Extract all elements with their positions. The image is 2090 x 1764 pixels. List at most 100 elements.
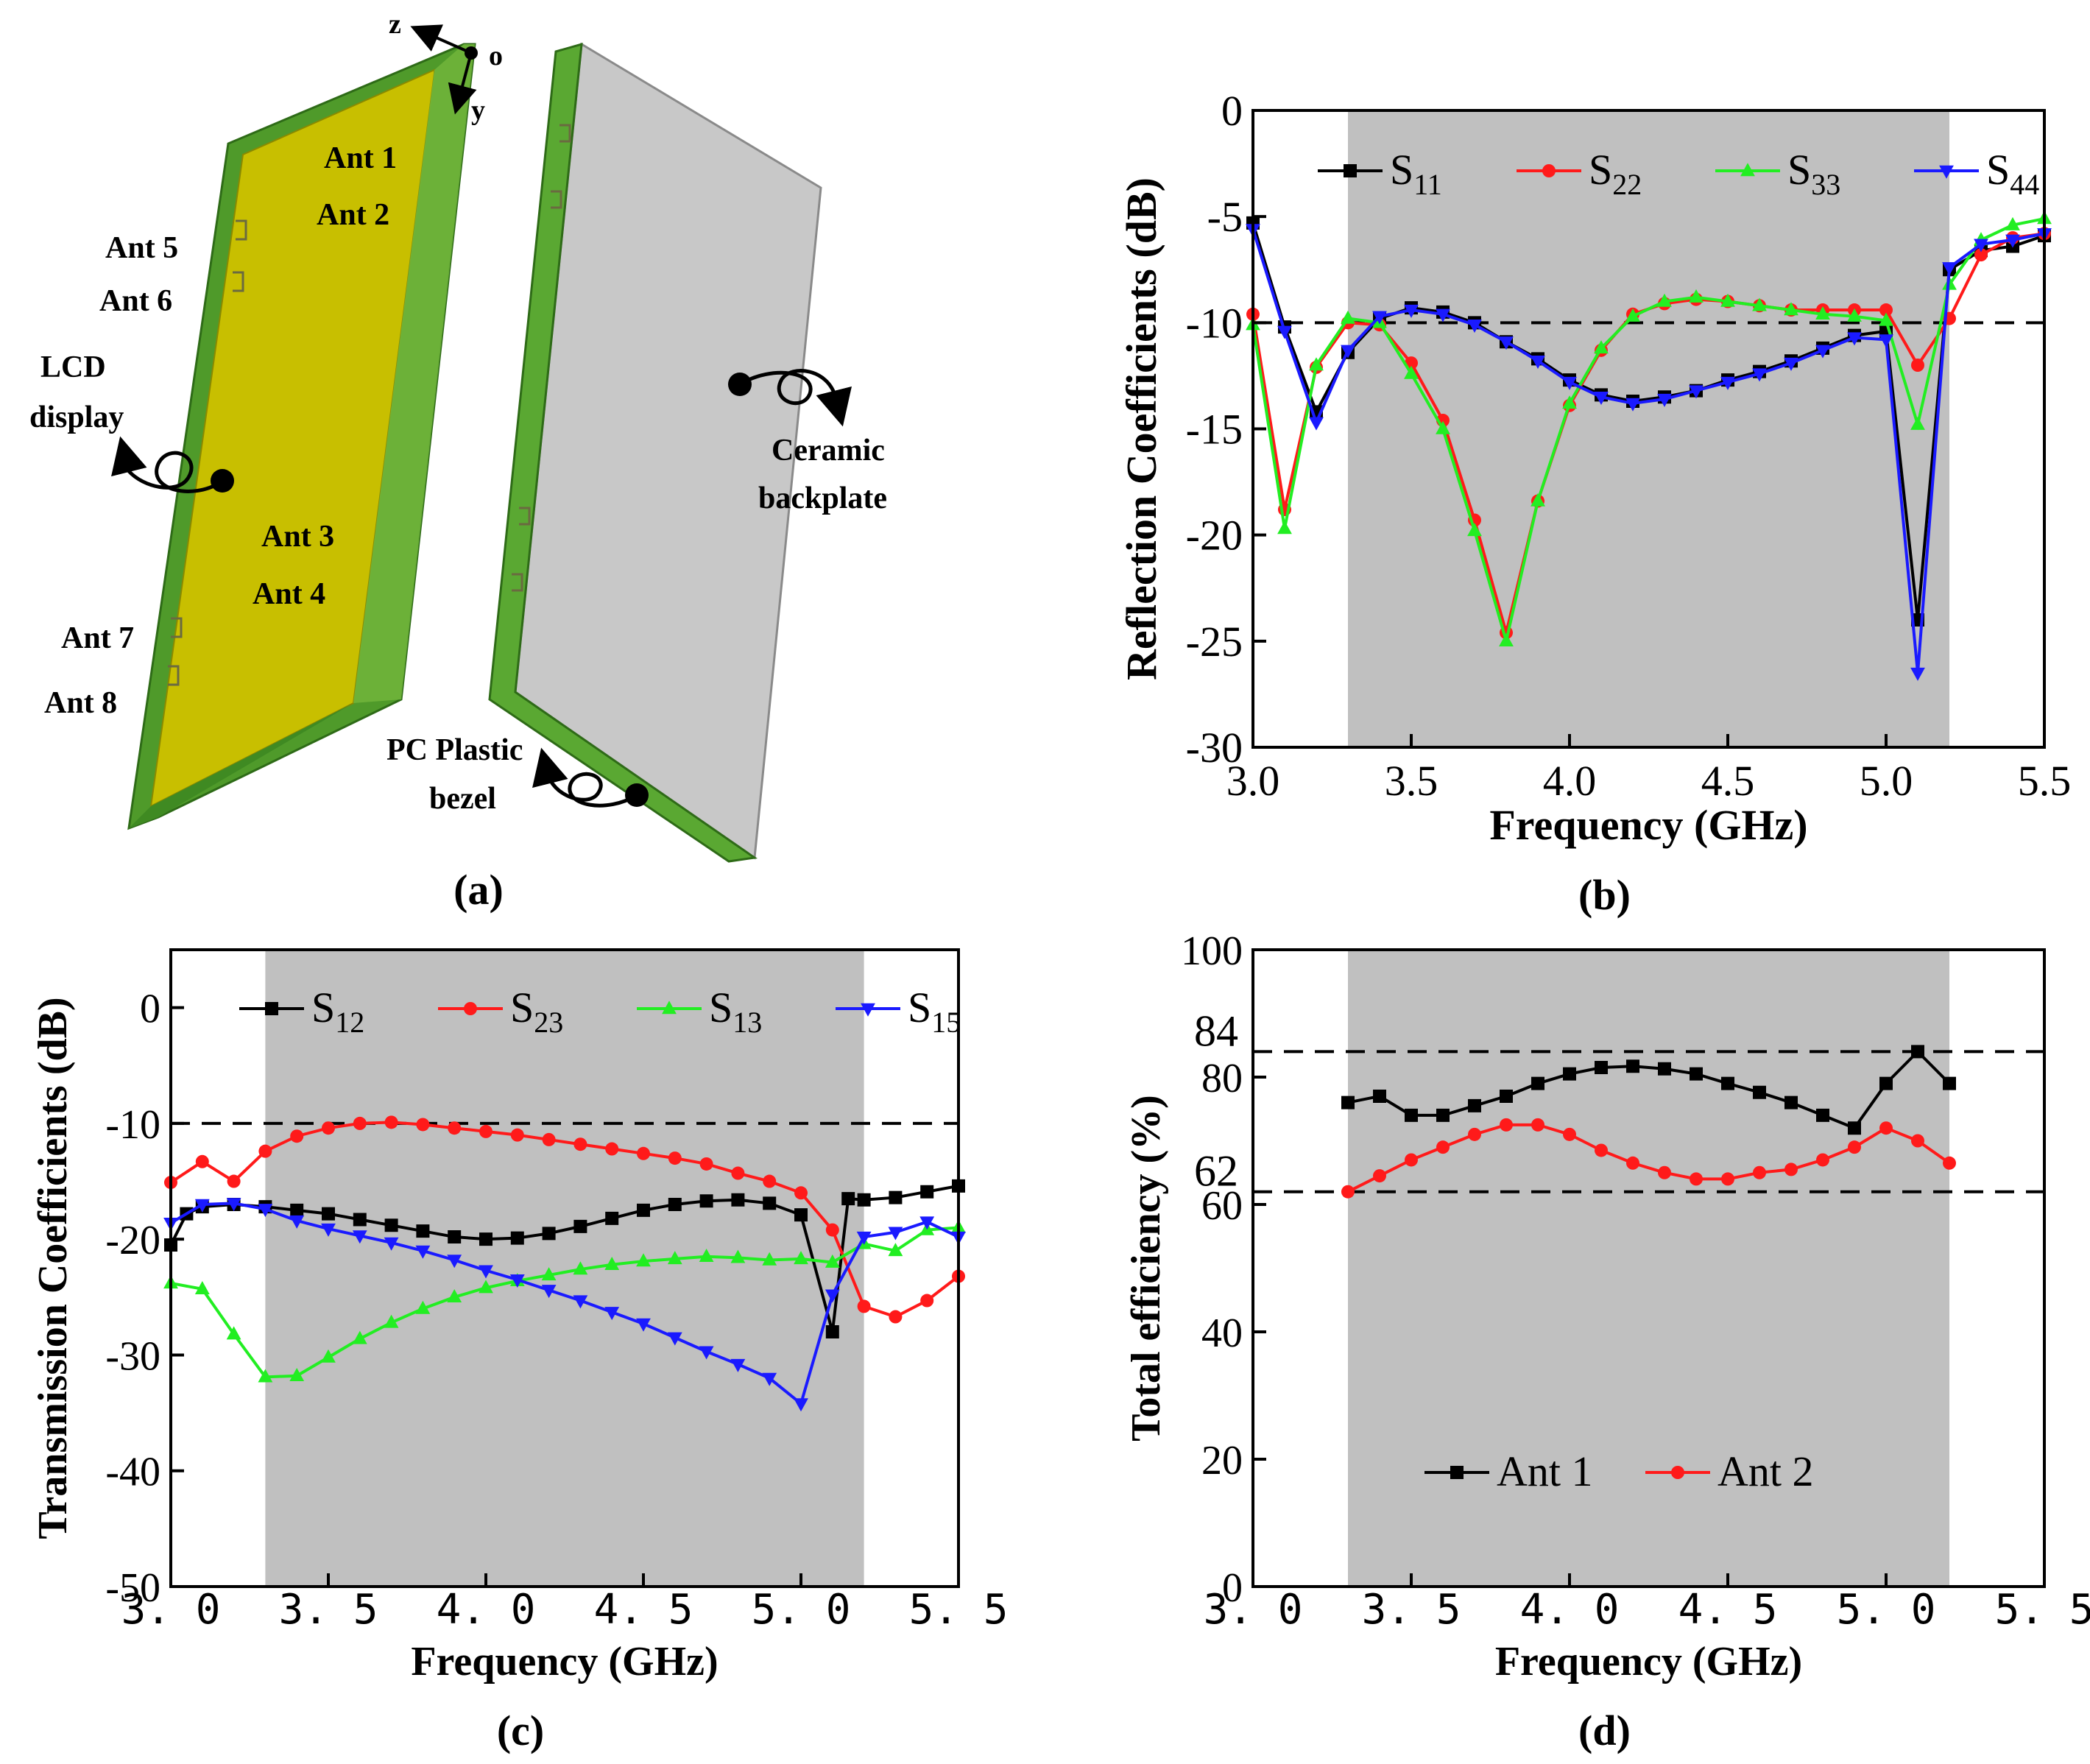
y-tick-label: -25 xyxy=(1186,618,1243,666)
plot-frame xyxy=(169,948,960,1588)
data-point xyxy=(794,1398,808,1412)
data-point xyxy=(762,1252,777,1266)
data-point xyxy=(637,1146,650,1160)
lcd-label-line1: LCD xyxy=(40,350,106,384)
x-tick-label: 3. 5 xyxy=(1362,1586,1461,1634)
data-point xyxy=(542,1227,556,1241)
series-line xyxy=(1251,217,2045,642)
legend-subscript: 15 xyxy=(931,1006,961,1039)
data-point xyxy=(1563,1127,1576,1141)
data-point xyxy=(605,1211,619,1225)
data-point xyxy=(1562,376,1577,390)
y-tick-label: -15 xyxy=(1186,406,1243,454)
y-tick-label: -20 xyxy=(1186,512,1243,560)
data-point xyxy=(825,1223,839,1237)
data-point xyxy=(352,1230,367,1244)
data-point xyxy=(384,1237,399,1251)
axis-z-label: z xyxy=(389,9,401,40)
data-point xyxy=(226,1198,241,1212)
data-point xyxy=(1626,1059,1639,1073)
data-point xyxy=(509,1274,525,1288)
data-point xyxy=(1436,1140,1450,1154)
data-point xyxy=(1974,239,1988,253)
data-point xyxy=(2005,234,2020,248)
data-point xyxy=(194,1199,210,1213)
data-point xyxy=(479,1232,493,1246)
ant-4-label: Ant 4 xyxy=(253,577,325,611)
legend-subscript: 11 xyxy=(1413,168,1442,201)
data-point xyxy=(1816,1153,1829,1167)
data-point xyxy=(763,1174,777,1188)
data-point xyxy=(573,1137,587,1151)
data-point xyxy=(668,1198,682,1211)
data-point xyxy=(794,1186,808,1200)
data-point xyxy=(1910,667,1925,681)
data-point xyxy=(289,1367,305,1381)
data-point xyxy=(1341,1185,1355,1199)
data-point xyxy=(604,1307,620,1321)
data-point xyxy=(1531,1076,1544,1090)
data-point xyxy=(1499,633,1514,647)
pc-plastic-bezel xyxy=(488,42,758,863)
data-point xyxy=(195,1154,209,1168)
data-point xyxy=(1373,1169,1386,1183)
x-axis-label: Frequency (GHz) xyxy=(1495,1639,1802,1684)
ant-6-label: Ant 6 xyxy=(99,284,172,318)
data-point xyxy=(856,1231,872,1245)
legend-marker xyxy=(662,1001,677,1015)
legend-label: Ant 2 xyxy=(1717,1447,1814,1495)
data-point xyxy=(1341,310,1355,324)
legend-marker xyxy=(1542,164,1556,177)
data-point xyxy=(699,1346,714,1360)
series-line xyxy=(169,1184,959,1333)
data-point xyxy=(763,1196,777,1210)
x-tick-label: 4. 0 xyxy=(437,1586,536,1634)
legend-label: Ant 1 xyxy=(1497,1447,1593,1495)
data-point xyxy=(289,1215,305,1229)
data-point xyxy=(920,1185,934,1199)
caption-d: (d) xyxy=(1578,1707,1631,1754)
ceramic-callout-dot xyxy=(728,373,752,396)
data-point xyxy=(888,1243,903,1257)
data-point xyxy=(1690,1172,1703,1186)
data-point xyxy=(258,1144,272,1158)
data-point xyxy=(1625,398,1640,412)
data-point xyxy=(1721,1172,1734,1186)
data-point xyxy=(1752,368,1767,382)
legend-marker xyxy=(265,1002,278,1015)
ant-2-label: Ant 2 xyxy=(317,198,389,232)
legend-subscript: 23 xyxy=(534,1006,563,1039)
data-point xyxy=(889,1190,903,1204)
data-point xyxy=(1720,376,1735,390)
x-tick-label: 4.0 xyxy=(1543,757,1597,805)
data-point xyxy=(1500,1118,1513,1132)
data-point xyxy=(825,1254,840,1268)
data-point xyxy=(1943,1156,1956,1170)
data-point xyxy=(1911,1045,1924,1059)
y-tick-label: 100 xyxy=(1181,928,1243,974)
lcd-callout-dot xyxy=(211,469,234,493)
x-tick-label: 5. 0 xyxy=(752,1586,851,1634)
y-tick-label: -30 xyxy=(105,1333,160,1379)
data-point xyxy=(1277,521,1292,535)
data-point xyxy=(1658,1062,1671,1076)
data-point xyxy=(1753,1165,1766,1179)
legend: Ant 1 Ant 2 xyxy=(1424,1447,1814,1495)
series-line xyxy=(1251,228,2045,674)
x-tick-label: 4. 0 xyxy=(1520,1586,1620,1634)
data-point xyxy=(1879,334,1893,348)
reference-label: 62 xyxy=(1194,1147,1238,1196)
data-point xyxy=(290,1203,304,1217)
x-tick-label: 3.5 xyxy=(1385,757,1438,805)
data-point xyxy=(825,1325,839,1338)
data-point xyxy=(353,1116,367,1130)
data-point xyxy=(1784,1163,1798,1176)
data-point xyxy=(604,1256,620,1270)
bezel-label-line2: bezel xyxy=(429,782,496,816)
data-point xyxy=(542,1132,556,1146)
data-point xyxy=(730,1358,746,1372)
data-point xyxy=(1626,1156,1639,1170)
data-point xyxy=(1943,1076,1956,1090)
data-point xyxy=(1848,1140,1861,1154)
